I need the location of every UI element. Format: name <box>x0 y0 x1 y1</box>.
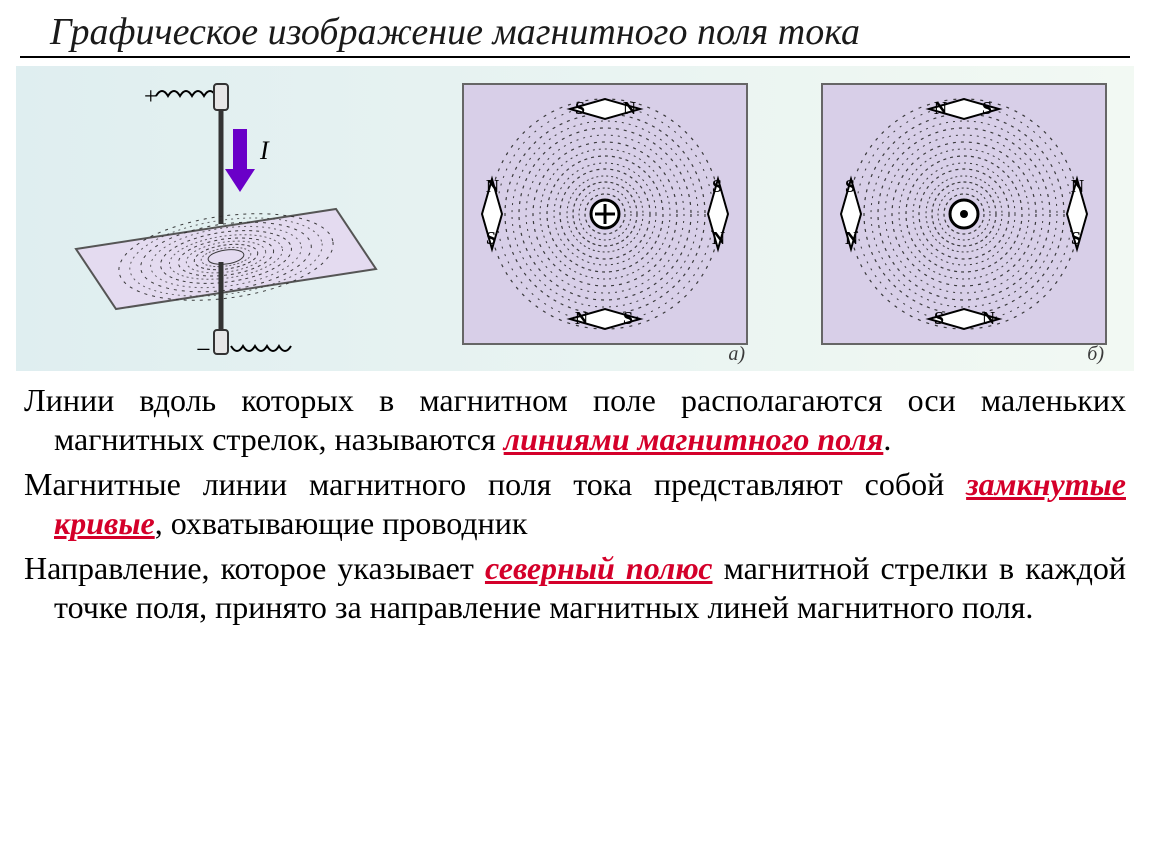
p1-emph: линиями магнитного поля <box>504 421 884 457</box>
svg-text:N: N <box>575 308 588 328</box>
paragraph-3: Направление, которое указывает северный … <box>24 549 1126 627</box>
p3-emph: северный полюс <box>485 550 713 586</box>
figure-c: N S N S S N S N <box>814 74 1114 364</box>
svg-text:S: S <box>845 176 855 196</box>
svg-text:N: N <box>486 176 499 196</box>
text-block: Линии вдоль которых в магнитном поле рас… <box>0 371 1150 627</box>
svg-text:S: S <box>623 308 633 328</box>
svg-text:N: N <box>934 98 947 118</box>
svg-text:N: N <box>845 228 858 248</box>
figure-b: S N S N N S N S <box>455 74 755 364</box>
svg-text:N: N <box>623 98 636 118</box>
svg-text:S: S <box>934 308 944 328</box>
svg-text:S: S <box>486 228 496 248</box>
compass-bottom: N S <box>570 308 640 329</box>
svg-text:N: N <box>982 308 995 328</box>
p1-text-b: . <box>883 421 891 457</box>
current-label: I <box>259 136 270 165</box>
compass-top: S N <box>570 98 640 119</box>
svg-text:N: N <box>712 228 725 248</box>
slide: Графическое изображение магнитного поля … <box>0 0 1150 864</box>
compass-top: N S <box>929 98 999 119</box>
svg-text:S: S <box>982 98 992 118</box>
slide-title: Графическое изображение магнитного поля … <box>20 0 1130 58</box>
paragraph-1: Линии вдоль которых в магнитном поле рас… <box>24 381 1126 459</box>
svg-text:S: S <box>575 98 585 118</box>
sublabel-a: а) <box>728 343 745 366</box>
plus-label: + <box>144 84 158 110</box>
figure-row: + I <box>16 66 1134 371</box>
minus-label: − <box>196 335 211 364</box>
p2-text-b: , охватывающие проводник <box>155 505 528 541</box>
paragraph-2: Магнитные линии магнитного поля тока пре… <box>24 465 1126 543</box>
p3-text-a: Направление, которое указывает <box>24 550 485 586</box>
figure-a: + I <box>36 74 396 364</box>
svg-text:S: S <box>1071 228 1081 248</box>
p2-text-a: Магнитные линии магнитного поля тока пре… <box>24 466 966 502</box>
svg-text:S: S <box>712 176 722 196</box>
svg-text:N: N <box>1071 176 1084 196</box>
compass-bottom: S N <box>929 308 999 329</box>
sublabel-b: б) <box>1087 343 1104 366</box>
